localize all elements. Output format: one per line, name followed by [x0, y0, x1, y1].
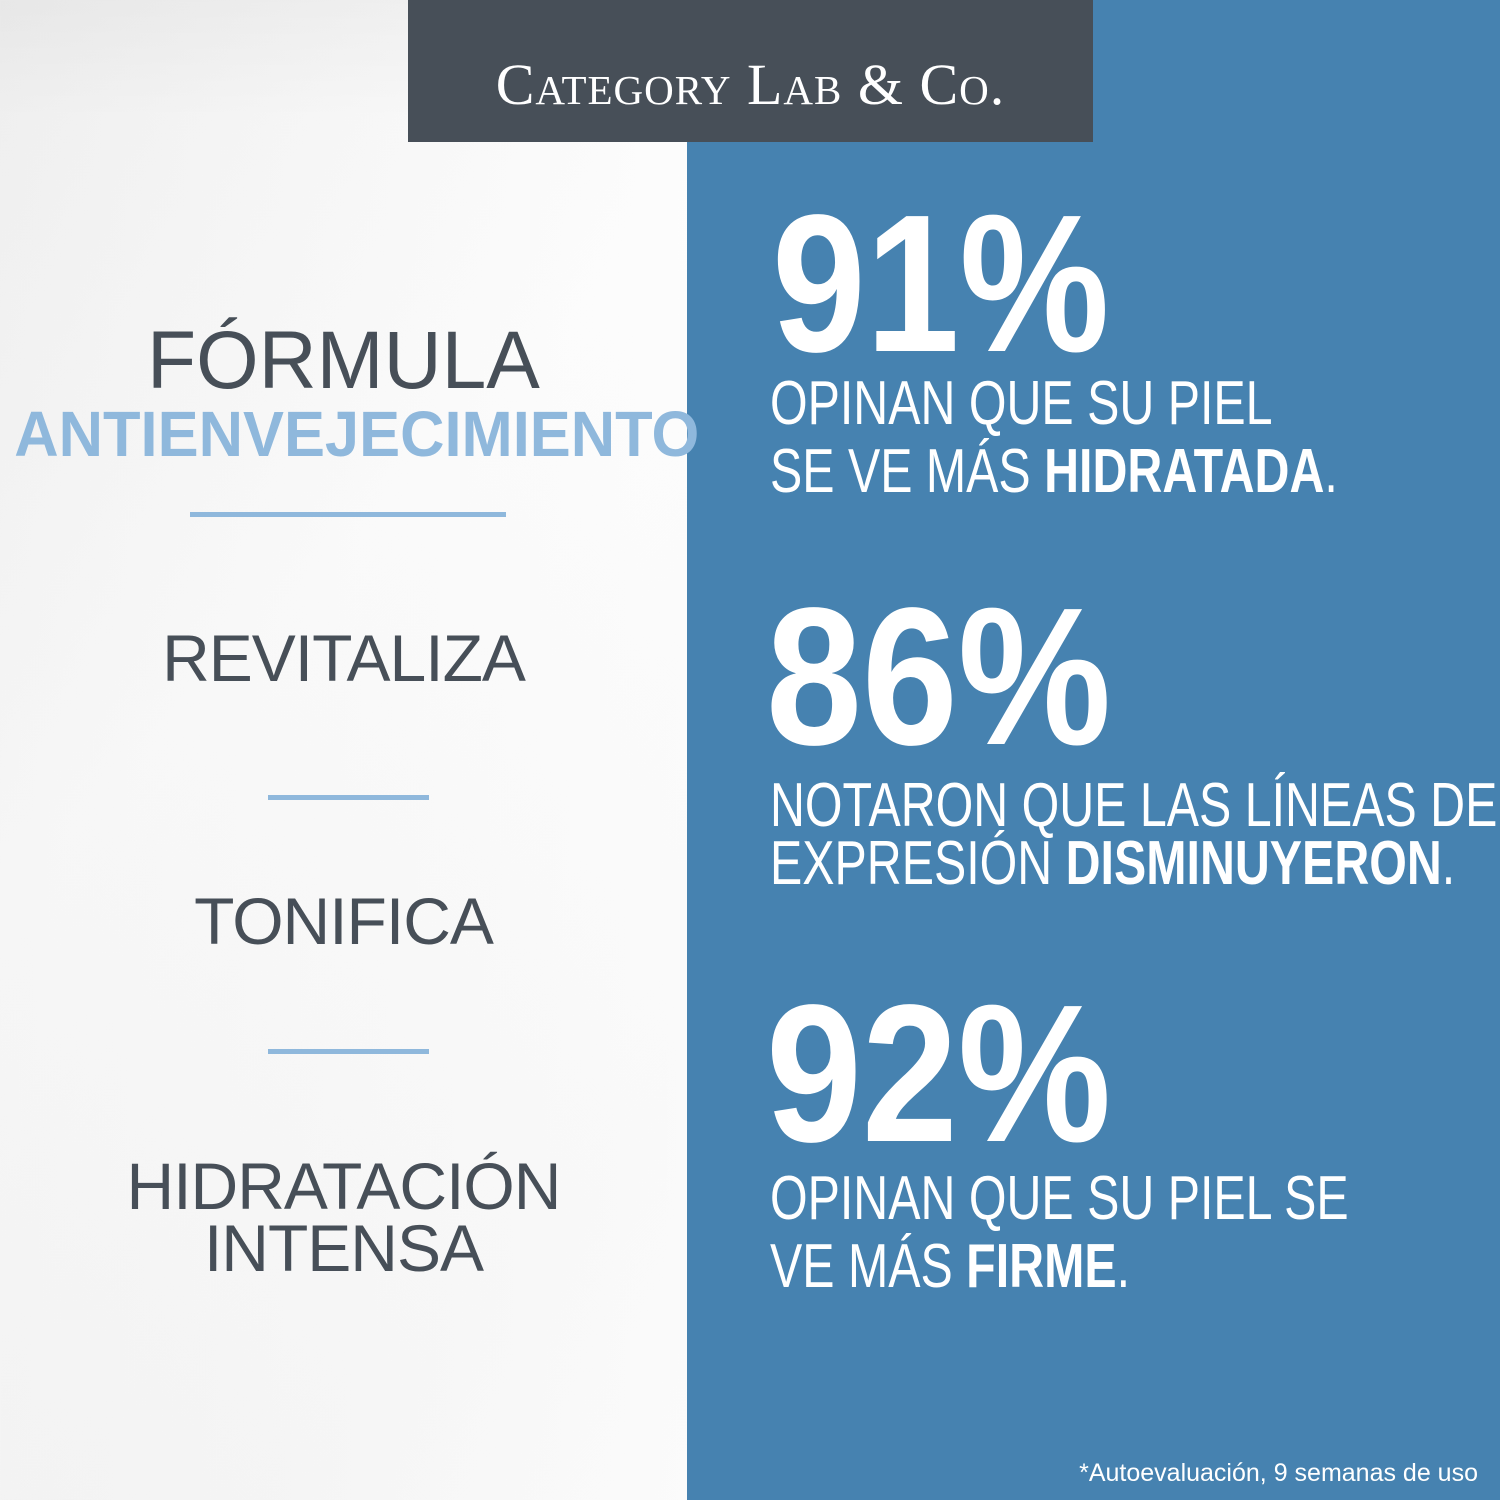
title-formula: FÓRMULA	[147, 315, 540, 406]
brand-logo: Category Lab & Co.	[408, 0, 1093, 142]
stat-3-highlight: FIRME	[966, 1232, 1117, 1301]
stat-2-highlight: DISMINUYERON	[1065, 829, 1442, 898]
title-antienvejecimiento: ANTIENVEJECIMIENTO	[14, 398, 700, 470]
benefit-tonifica: TONIFICA	[194, 884, 494, 958]
stats-panel	[687, 0, 1500, 1500]
stat-3-line-1: OPINAN QUE SU PIEL SE	[770, 1164, 1349, 1233]
title-line-2: ANTIENVEJECIMIENTO	[0, 402, 699, 466]
footnote: *Autoevaluación, 9 semanas de uso	[1079, 1459, 1478, 1487]
benefit-revitaliza: REVITALIZA	[162, 621, 526, 695]
divider	[268, 1049, 429, 1054]
stat-2-line-1: NOTARON QUE LAS LÍNEAS DE	[770, 771, 1498, 840]
divider	[190, 512, 506, 517]
benefit-intensa: INTENSA	[203, 1211, 484, 1285]
stat-1-line-2: SE VE MÁS HIDRATADA.	[770, 437, 1338, 506]
left-panel	[0, 0, 687, 1500]
stat-2-line-2: EXPRESIÓN DISMINUYERON.	[770, 829, 1456, 898]
divider	[268, 795, 429, 800]
stat-1-line-1: OPINAN QUE SU PIEL	[770, 369, 1273, 438]
stat-3-value: 92%	[766, 964, 1112, 1183]
title-line-1: FÓRMULA	[0, 315, 687, 406]
stat-1-highlight: HIDRATADA	[1044, 437, 1325, 506]
stat-3-line-2: VE MÁS FIRME.	[770, 1232, 1131, 1301]
stat-2-value: 86%	[766, 567, 1112, 786]
stat-1-value: 91%	[772, 174, 1110, 393]
benefit-hidratacion: HIDRATACIÓN	[126, 1149, 562, 1223]
